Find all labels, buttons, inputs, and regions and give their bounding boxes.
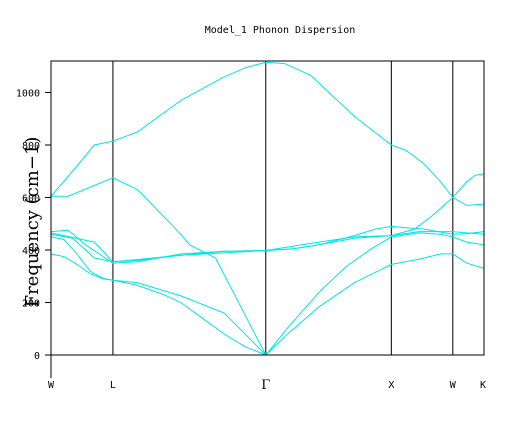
y-axis: 0 200 400 600 800 1000	[16, 89, 51, 362]
series-group	[50, 61, 485, 356]
y-tick-label: 600	[22, 194, 40, 205]
dispersion-branch-4	[50, 225, 485, 264]
kpoint-label: Γ	[261, 378, 270, 393]
y-tick-label: 200	[22, 299, 40, 310]
kpoint-label: X	[388, 380, 394, 391]
y-tick-label: 0	[34, 351, 40, 362]
kpoint-label: W	[450, 380, 457, 391]
dispersion-branch-6	[50, 61, 485, 206]
kpoint-label: W	[48, 380, 55, 391]
kpoint-label: L	[110, 380, 116, 391]
dispersion-branch-5	[51, 177, 267, 356]
dispersion-branch-2	[50, 232, 485, 356]
dispersion-branch-1	[50, 253, 485, 356]
y-axis-label: Frequency (cm−1)	[22, 137, 43, 308]
dispersion-branch-3	[50, 231, 485, 263]
y-tick-label: 800	[22, 141, 40, 152]
dispersion-branch-7	[50, 173, 485, 263]
plot-frame	[50, 60, 485, 356]
y-tick-label: 400	[22, 246, 40, 257]
y-tick-label: 1000	[16, 89, 40, 100]
chart-title: Model_1 Phonon Dispersion	[205, 25, 356, 36]
kpoint-label: K	[480, 380, 486, 391]
